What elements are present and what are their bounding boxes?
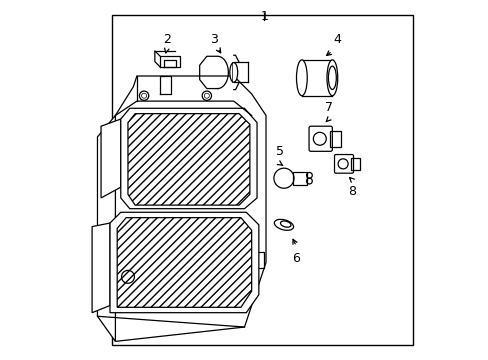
- Polygon shape: [115, 76, 265, 341]
- Text: 1: 1: [260, 10, 267, 23]
- Ellipse shape: [326, 60, 337, 96]
- Polygon shape: [110, 212, 258, 313]
- Bar: [329, 131, 341, 147]
- Bar: [112, 15, 412, 345]
- Text: 5: 5: [276, 145, 284, 158]
- Text: 4: 4: [333, 32, 341, 45]
- Text: 7: 7: [324, 101, 332, 114]
- Polygon shape: [121, 108, 257, 209]
- Bar: [351, 158, 360, 170]
- Ellipse shape: [229, 63, 237, 82]
- Text: 3: 3: [210, 32, 218, 45]
- Text: 6: 6: [292, 252, 300, 265]
- Polygon shape: [97, 116, 115, 341]
- Polygon shape: [101, 119, 121, 198]
- Text: 8: 8: [347, 185, 355, 198]
- Bar: [292, 172, 306, 185]
- Ellipse shape: [296, 60, 306, 96]
- Text: 2: 2: [163, 32, 171, 45]
- Polygon shape: [92, 223, 110, 313]
